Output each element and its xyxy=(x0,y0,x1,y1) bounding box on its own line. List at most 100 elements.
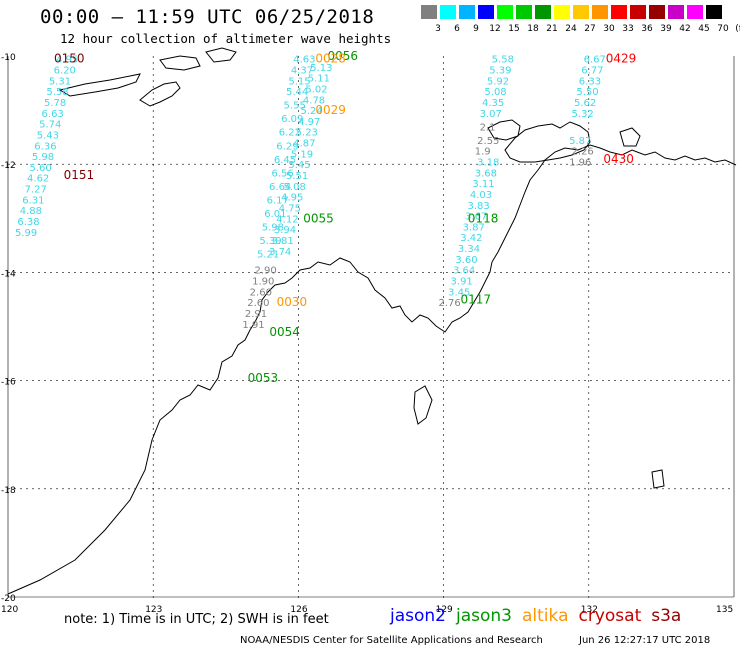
y-tick-label: -10 xyxy=(1,53,16,63)
legend-swatch xyxy=(421,5,438,19)
wave-height-value: 5.32 xyxy=(572,109,594,120)
wave-height-value: 3.34 xyxy=(458,244,480,255)
wave-height-value: 4.95 xyxy=(281,193,303,204)
wave-height-value: 6.63 xyxy=(42,109,64,120)
wave-height-value: 4.88 xyxy=(20,206,42,217)
x-tick-label: 123 xyxy=(145,605,162,615)
timor-island xyxy=(139,81,181,107)
wave-height-value: 5.98 xyxy=(262,222,284,233)
wave-height-value: 6.64 xyxy=(269,182,291,193)
wave-height-value: 6.01 xyxy=(264,209,286,220)
wave-height-value: 5.02 xyxy=(305,84,327,95)
wave-height-value: 2.91 xyxy=(245,309,267,320)
legend-swatch xyxy=(592,5,609,19)
wave-height-value: 5.24 xyxy=(301,106,323,117)
wave-height-value: 5.21 xyxy=(257,249,279,260)
wave-height-value: 3.94 xyxy=(274,225,296,236)
legend-label: 33 xyxy=(622,24,634,34)
legend-label: 27 xyxy=(584,24,596,34)
wave-height-value: 5.87 xyxy=(569,136,591,147)
wave-height-value: 5.51 xyxy=(286,171,308,182)
track-id-label: 0030 xyxy=(277,295,308,309)
legend-label: 24 xyxy=(565,24,577,34)
wave-height-value: 3.18 xyxy=(477,157,499,168)
wave-height-value: 6.20 xyxy=(54,66,76,77)
legend-label: 3 xyxy=(435,24,441,34)
legend-swatch xyxy=(554,5,571,19)
legend-swatch xyxy=(535,5,552,19)
wave-height-value: 6.22 xyxy=(279,128,301,139)
legend-label: (ft) xyxy=(735,24,740,34)
wave-height-value: 4.63 xyxy=(293,55,315,66)
legend-swatch xyxy=(649,5,666,19)
wave-height-value: 6.56 xyxy=(271,168,293,179)
wave-height-value: 5.55 xyxy=(284,101,306,112)
wave-height-value: 2.60 xyxy=(250,287,272,298)
legend-swatch xyxy=(687,5,704,19)
island-small-2 xyxy=(413,385,433,425)
wave-height-value: 3.11 xyxy=(472,179,494,190)
legend-label: 30 xyxy=(603,24,615,34)
credit-text: NOAA/NESDIS Center for Satellite Applica… xyxy=(240,635,543,646)
tiwi-islands xyxy=(487,119,521,141)
wave-height-value: 3.81 xyxy=(271,236,293,247)
satellite-cryosat: cryosat xyxy=(578,606,642,626)
generated-timestamp: Jun 26 12:27:17 UTC 2018 xyxy=(579,635,711,646)
map-gridlines xyxy=(7,56,735,598)
wave-height-value: 2.55 xyxy=(477,136,499,147)
wave-height-value: 2.90 xyxy=(255,266,277,277)
wave-height-value: 5.31 xyxy=(49,76,71,87)
wave-height-value: 5.19 xyxy=(291,149,313,160)
satellite-legend: jason2 jason3 altika cryosat s3a xyxy=(390,606,691,626)
wave-height-value: 5.23 xyxy=(296,128,318,139)
wave-height-value: 5.50 xyxy=(576,87,598,98)
wave-height-value: 5.92 xyxy=(487,76,509,87)
legend-swatch xyxy=(706,5,723,19)
legend-label: 9 xyxy=(473,24,479,34)
track-values: 4.956.205.315.585.786.635.745.436.365.98… xyxy=(15,55,606,331)
wave-height-value: 3.87 xyxy=(463,222,485,233)
axis-labels: 120 123 126 129 132 135 -10 -12 -14 -16 -18 -20 xyxy=(1,53,733,615)
footer-note: note: 1) Time is in UTC; 2) SWH is in fe… xyxy=(64,612,329,627)
legend-label: 70 xyxy=(717,24,729,34)
wave-height-value: 4.95 xyxy=(56,55,78,66)
legend-swatch xyxy=(516,5,533,19)
wave-height-value: 2.76 xyxy=(438,298,460,309)
wave-height-value: 4.03 xyxy=(470,190,492,201)
x-tick-label: 129 xyxy=(436,605,453,615)
y-tick-label: -12 xyxy=(1,161,16,171)
wave-height-value: 4.37 xyxy=(291,66,313,77)
wave-height-value: 4.35 xyxy=(482,98,504,109)
legend-swatch xyxy=(497,5,514,19)
wave-height-value: 3.83 xyxy=(467,201,489,212)
wave-height-value: 4.12 xyxy=(276,214,298,225)
track-id-label: 0055 xyxy=(303,211,334,225)
wave-height-value: 2.26 xyxy=(572,147,594,158)
track-id-label: 0118 xyxy=(468,211,499,225)
wave-height-value: 4.87 xyxy=(293,139,315,150)
wave-height-value: 6.67 xyxy=(584,55,606,66)
track-id-label: 0029 xyxy=(315,103,346,117)
wave-height-value: 5.58 xyxy=(492,55,514,66)
wave-height-value: 6.17 xyxy=(267,195,289,206)
wave-height-value: 5.78 xyxy=(44,98,66,109)
legend-label: 42 xyxy=(679,24,691,34)
island-small-1 xyxy=(651,469,665,489)
satellite-jason3: jason3 xyxy=(456,606,512,626)
legend-swatch xyxy=(440,5,457,19)
satellite-altika: altika xyxy=(522,606,569,626)
wave-height-value: 5.11 xyxy=(308,74,330,85)
wave-height-value: 3.74 xyxy=(269,247,291,258)
wave-height-value: 3.42 xyxy=(460,233,482,244)
legend-swatch xyxy=(630,5,647,19)
wave-height-value: 4.62 xyxy=(27,174,49,185)
legend-label: 45 xyxy=(698,24,710,34)
track-id-label: 0056 xyxy=(327,49,358,63)
track-id-label: 0429 xyxy=(606,52,637,66)
x-tick-label: 126 xyxy=(290,605,307,615)
wave-height-value: 5.99 xyxy=(15,228,37,239)
wave-height-value: 6.36 xyxy=(34,141,56,152)
groote-island xyxy=(619,127,641,147)
flores-island xyxy=(58,73,141,97)
